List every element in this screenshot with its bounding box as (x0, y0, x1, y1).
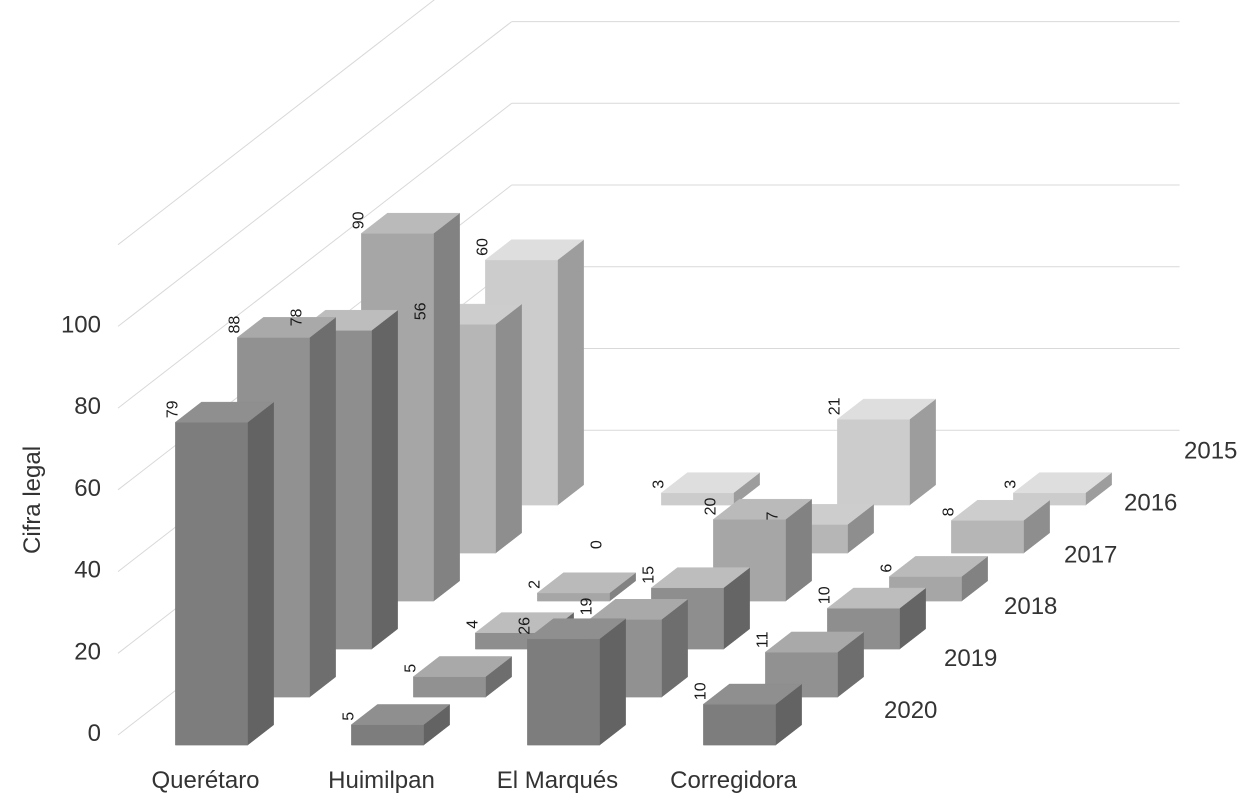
svg-text:2019: 2019 (944, 645, 997, 672)
svg-text:19: 19 (578, 598, 595, 616)
svg-text:6: 6 (878, 564, 895, 573)
svg-text:10: 10 (692, 682, 709, 700)
svg-text:0: 0 (88, 720, 101, 747)
svg-text:Querétaro: Querétaro (151, 767, 259, 794)
svg-text:80: 80 (74, 393, 101, 420)
svg-text:79: 79 (164, 400, 181, 418)
svg-text:26: 26 (516, 617, 533, 635)
svg-text:90: 90 (350, 211, 367, 229)
svg-text:El Marqués: El Marqués (497, 767, 618, 794)
svg-text:11: 11 (754, 631, 771, 648)
svg-text:21: 21 (826, 397, 843, 415)
svg-text:2016: 2016 (1124, 490, 1177, 517)
svg-text:0: 0 (588, 540, 605, 549)
svg-text:3: 3 (650, 480, 667, 489)
svg-text:Corregidora: Corregidora (670, 767, 797, 794)
svg-text:2020: 2020 (884, 697, 937, 724)
svg-text:88: 88 (226, 316, 243, 334)
svg-text:4: 4 (464, 620, 481, 629)
svg-text:2: 2 (526, 580, 543, 589)
svg-text:7: 7 (764, 512, 781, 521)
svg-text:Cifra legal: Cifra legal (19, 446, 46, 554)
svg-text:2018: 2018 (1004, 593, 1057, 620)
svg-text:20: 20 (702, 498, 719, 516)
svg-text:2017: 2017 (1064, 541, 1117, 568)
svg-text:100: 100 (61, 311, 101, 338)
svg-text:78: 78 (288, 309, 305, 327)
svg-text:60: 60 (474, 238, 491, 256)
svg-text:60: 60 (74, 475, 101, 502)
svg-text:3: 3 (1002, 480, 1019, 489)
svg-text:2015: 2015 (1184, 438, 1237, 465)
svg-text:Huimilpan: Huimilpan (328, 767, 435, 794)
svg-text:20: 20 (74, 638, 101, 665)
svg-text:10: 10 (816, 586, 833, 604)
svg-text:40: 40 (74, 557, 101, 584)
svg-text:8: 8 (940, 507, 957, 516)
svg-text:56: 56 (412, 302, 429, 320)
svg-text:5: 5 (402, 664, 419, 673)
svg-text:5: 5 (340, 712, 357, 721)
svg-text:15: 15 (640, 566, 657, 584)
